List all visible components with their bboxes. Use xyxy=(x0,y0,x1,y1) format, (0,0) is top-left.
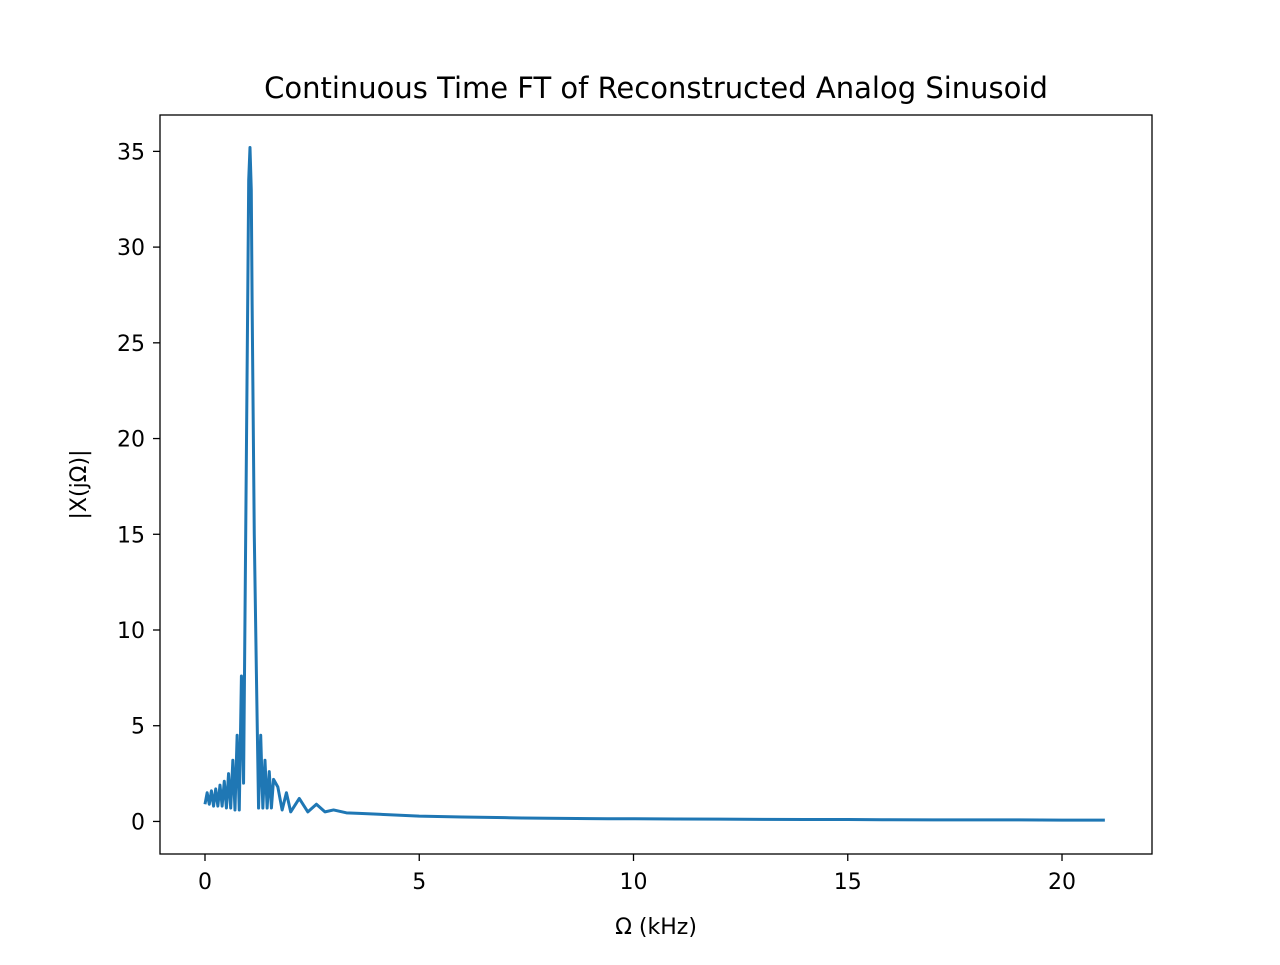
x-tick-label: 10 xyxy=(620,870,648,895)
chart-title: Continuous Time FT of Reconstructed Anal… xyxy=(264,71,1048,105)
x-tick-label: 5 xyxy=(412,870,426,895)
y-tick-label: 35 xyxy=(117,140,145,165)
y-tick-label: 30 xyxy=(117,236,145,261)
y-axis-label: |X(jΩ)| xyxy=(67,450,92,520)
series-line xyxy=(203,146,1105,822)
y-tick-label: 25 xyxy=(117,332,145,357)
x-axis-label: Ω (kHz) xyxy=(615,915,697,940)
y-axis-ticks: 0 5 10 15 20 25 30 35 xyxy=(117,140,160,835)
y-tick-label: 15 xyxy=(117,523,145,548)
x-axis-ticks: 0 5 10 15 20 xyxy=(198,854,1076,895)
y-tick-label: 5 xyxy=(131,715,145,740)
x-tick-label: 15 xyxy=(834,870,862,895)
series-layer xyxy=(203,146,1105,822)
plot-area xyxy=(159,114,1153,855)
y-tick-label: 10 xyxy=(117,619,145,644)
x-tick-label: 20 xyxy=(1048,870,1076,895)
x-tick-label: 0 xyxy=(198,870,212,895)
axes-frame xyxy=(159,114,1153,855)
y-tick-label: 20 xyxy=(117,428,145,453)
y-tick-label: 0 xyxy=(131,810,145,835)
